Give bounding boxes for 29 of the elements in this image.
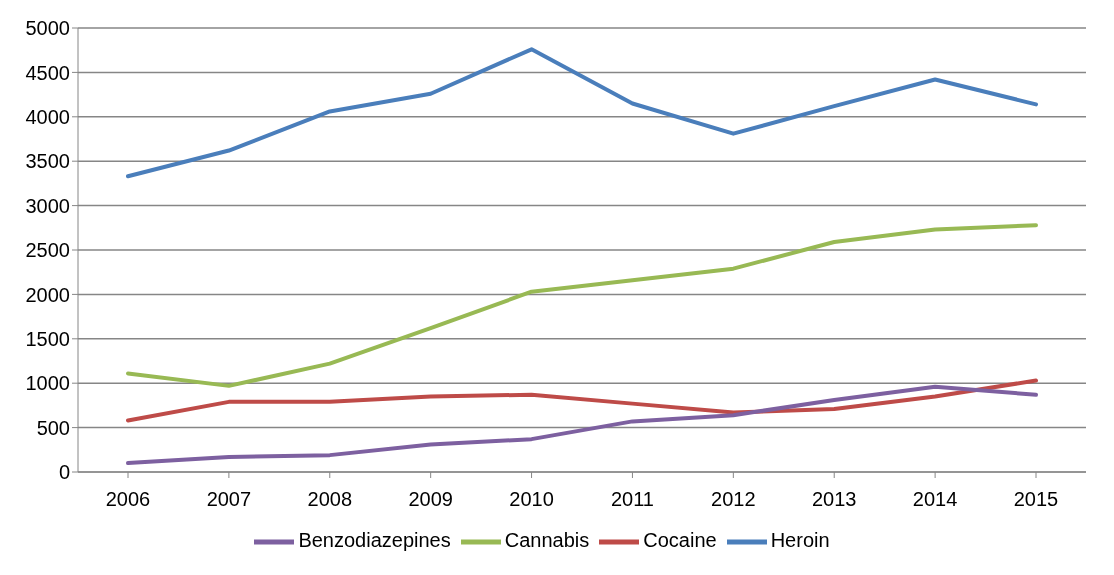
y-tick-label: 0 — [58, 461, 70, 484]
line-series — [126, 384, 1038, 466]
legend-label: Cannabis — [504, 529, 590, 552]
x-tick-label: 2008 — [307, 488, 353, 511]
x-tick-label: 2015 — [1013, 488, 1059, 511]
y-tick-label: 1000 — [25, 372, 70, 395]
y-tick-label: 2000 — [25, 283, 70, 306]
y-tick-label: 4000 — [25, 105, 70, 128]
line-series — [126, 378, 1038, 423]
x-tick-label: 2009 — [408, 488, 453, 511]
y-tick-label: 4500 — [25, 61, 70, 84]
x-tick-label: 2014 — [912, 488, 958, 511]
y-tick-label: 1500 — [25, 327, 70, 350]
y-tick-label: 3000 — [25, 194, 70, 217]
line-series — [126, 223, 1038, 388]
legend-label: Cocaine — [643, 529, 717, 552]
x-tick-label: 2011 — [610, 488, 654, 511]
y-tick-label: 2500 — [25, 239, 70, 262]
legend-label: Heroin — [770, 529, 830, 552]
legend-label: Benzodiazepines — [298, 529, 451, 552]
x-tick-label: 2010 — [509, 488, 554, 511]
y-tick-label: 500 — [36, 416, 70, 439]
x-tick-label: 2012 — [711, 488, 756, 511]
x-tick-label: 2006 — [105, 488, 151, 511]
y-tick-label: 5000 — [25, 17, 70, 40]
x-tick-label: 2013 — [811, 488, 857, 511]
y-tick-label: 3500 — [25, 150, 70, 173]
x-tick-label: 2007 — [206, 488, 252, 511]
line-series — [126, 47, 1038, 179]
